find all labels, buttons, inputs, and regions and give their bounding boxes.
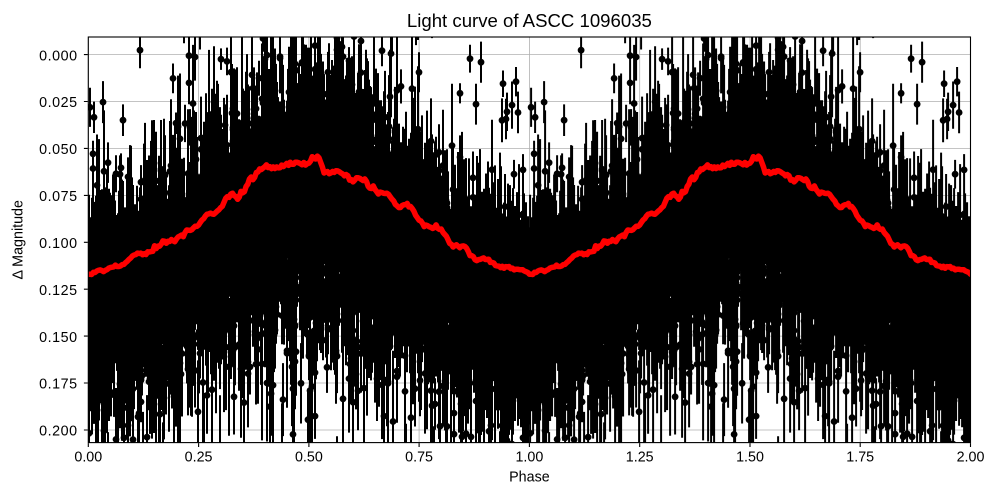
svg-text:0.25: 0.25	[185, 450, 213, 466]
svg-text:0.175: 0.175	[39, 377, 78, 393]
svg-text:1.25: 1.25	[626, 450, 654, 466]
svg-text:0.000: 0.000	[39, 48, 78, 64]
svg-text:0.75: 0.75	[405, 450, 433, 466]
svg-text:1.50: 1.50	[736, 450, 764, 466]
svg-text:Light curve of ASCC 1096035: Light curve of ASCC 1096035	[407, 10, 652, 31]
svg-text:1.00: 1.00	[515, 450, 543, 466]
svg-text:0.025: 0.025	[39, 95, 78, 111]
svg-text:2.00: 2.00	[957, 450, 985, 466]
svg-text:0.075: 0.075	[39, 189, 78, 205]
svg-text:0.200: 0.200	[39, 424, 78, 440]
svg-text:0.125: 0.125	[39, 283, 78, 299]
svg-text:0.150: 0.150	[39, 330, 78, 346]
svg-text:Phase: Phase	[509, 469, 550, 485]
svg-text:0.50: 0.50	[295, 450, 323, 466]
svg-text:0.050: 0.050	[39, 142, 78, 158]
svg-text:Δ Magnitude: Δ Magnitude	[11, 200, 27, 280]
svg-text:0.00: 0.00	[74, 450, 102, 466]
svg-text:0.100: 0.100	[39, 236, 78, 252]
svg-text:1.75: 1.75	[846, 450, 874, 466]
